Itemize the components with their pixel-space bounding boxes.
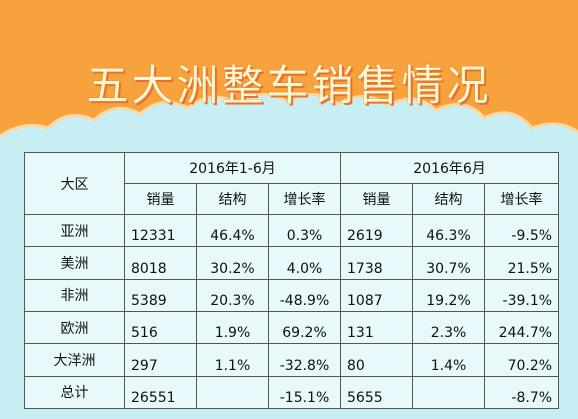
table-row: 欧洲 516 1.9% 69.2% 131 2.3% 244.7% [24,310,560,345]
sales-table-container: 大区 2016年1-6月 2016年6月 销量 结构 增长率 销量 结构 增长率… [24,152,560,410]
share-cell: 1.4% [412,343,486,377]
growth-cell: 70.2% [484,343,560,377]
share-cell: 20.3% [196,278,269,312]
header-period-june: 2016年6月 [340,152,560,184]
share-cell: 46.4% [196,213,269,248]
region-cell: 欧洲 [24,310,125,345]
banner-background [0,0,578,138]
header-share: 结构 [412,183,486,215]
table-row: 美洲 8018 30.2% 4.0% 1738 30.7% 21.5% [24,246,560,280]
growth-cell: 244.7% [484,310,560,345]
share-cell: 19.2% [412,278,486,312]
header-period-h1: 2016年1-6月 [123,152,342,184]
growth-cell: 69.2% [267,310,342,345]
share-cell: 1.9% [196,310,269,345]
sales-table: 大区 2016年1-6月 2016年6月 销量 结构 增长率 销量 结构 增长率… [24,152,560,410]
sales-cell: 516 [124,310,197,345]
region-cell: 大洋洲 [24,343,125,377]
share-cell: 46.3% [412,213,486,248]
growth-cell: -48.9% [267,278,342,312]
share-cell [412,375,486,410]
sales-cell: 12331 [124,213,197,248]
sales-cell: 2619 [340,213,414,248]
header-share: 结构 [196,183,269,215]
share-cell: 30.2% [196,246,269,280]
header-sales: 销量 [124,183,197,215]
table-row: 大洋洲 297 1.1% -32.8% 80 1.4% 70.2% [24,343,560,377]
sales-cell: 5655 [340,375,414,410]
header-region: 大区 [24,152,125,215]
share-cell: 30.7% [412,246,486,280]
sales-cell: 1738 [340,246,414,280]
title-banner: 五大洲整车销售情况 [0,0,578,175]
sales-cell: 297 [124,343,197,377]
sales-cell: 131 [340,310,414,345]
region-cell: 美洲 [24,246,125,280]
growth-cell: -9.5% [484,213,560,248]
growth-cell: -39.1% [484,278,560,312]
growth-cell: 21.5% [484,246,560,280]
sales-cell: 80 [340,343,414,377]
page-title: 五大洲整车销售情况 [86,61,492,110]
sales-cell: 26551 [124,375,197,410]
share-cell: 1.1% [196,343,269,377]
growth-cell: -8.7% [484,375,560,410]
growth-cell: 0.3% [267,213,342,248]
region-cell: 非洲 [24,278,125,312]
region-cell: 亚洲 [24,213,125,248]
header-growth: 增长率 [484,183,560,215]
header-growth: 增长率 [267,183,342,215]
growth-cell: -15.1% [267,375,342,410]
share-cell: 2.3% [412,310,486,345]
growth-cell: 4.0% [267,246,342,280]
sales-cell: 8018 [124,246,197,280]
sales-cell: 5389 [124,278,197,312]
sales-cell: 1087 [340,278,414,312]
share-cell [196,375,269,410]
table-row-total: 总计 26551 -15.1% 5655 -8.7% [24,375,560,410]
table-row: 非洲 5389 20.3% -48.9% 1087 19.2% -39.1% [24,278,560,312]
header-sales: 销量 [340,183,414,215]
growth-cell: -32.8% [267,343,342,377]
table-row: 亚洲 12331 46.4% 0.3% 2619 46.3% -9.5% [24,213,560,248]
region-cell: 总计 [24,375,125,410]
